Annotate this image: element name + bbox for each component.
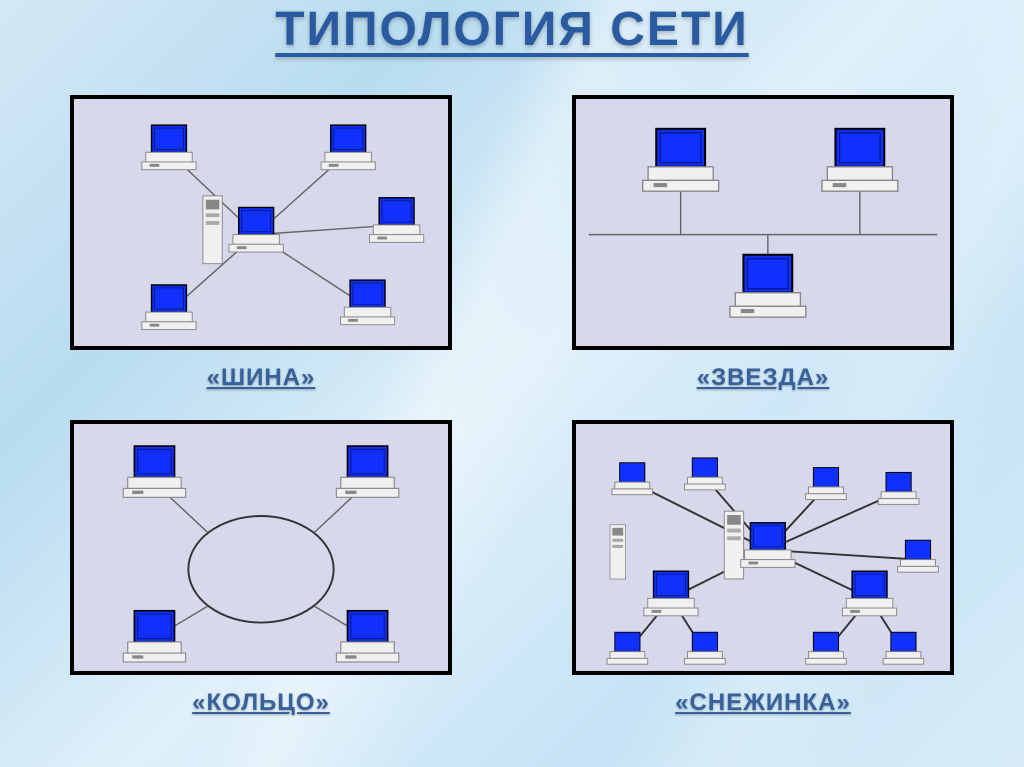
panel-snowflake	[572, 420, 954, 675]
label-star: «ЗВЕЗДА»	[572, 364, 954, 392]
page-title: ТИПОЛОГИЯ СЕТИ	[275, 2, 749, 57]
label-bus: «ШИНА»	[70, 364, 452, 392]
diagram-snowflake	[576, 424, 950, 671]
topology-grid: «ШИНА» «ЗВЕЗДА»	[0, 95, 1024, 735]
diagram-bus	[74, 99, 448, 346]
panel-bus	[70, 95, 452, 350]
panel-ring	[70, 420, 452, 675]
label-ring: «КОЛЬЦО»	[70, 689, 452, 717]
diagram-ring	[74, 424, 448, 671]
panel-star	[572, 95, 954, 350]
label-snowflake: «СНЕЖИНКА»	[572, 689, 954, 717]
diagram-star	[576, 99, 950, 346]
